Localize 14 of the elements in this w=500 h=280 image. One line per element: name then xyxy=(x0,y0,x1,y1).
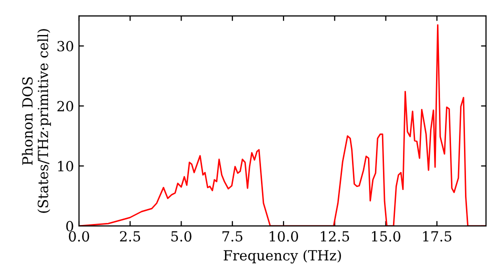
y-tick-label: 0 xyxy=(66,220,74,232)
y-tick-label: 10 xyxy=(58,160,74,172)
x-tick-label: 10.0 xyxy=(270,231,298,242)
x-tick-label: 0.0 xyxy=(68,231,90,242)
y-tick-label: 30 xyxy=(58,40,74,52)
x-tick-label: 5.0 xyxy=(171,231,192,242)
x-tick-label: 12.5 xyxy=(320,231,350,242)
y-tick-label: 20 xyxy=(57,100,74,112)
x-tick-label: 7.5 xyxy=(222,231,242,242)
x-axis-title: Frequency (THz) xyxy=(224,250,341,264)
x-tick-label: 17.5 xyxy=(423,231,452,242)
x-tick-label: 15.0 xyxy=(372,231,400,242)
y-axis-title: Phonon DOS (States/THz·primitive cell) xyxy=(22,29,51,213)
x-tick-label: 2.5 xyxy=(120,231,140,242)
